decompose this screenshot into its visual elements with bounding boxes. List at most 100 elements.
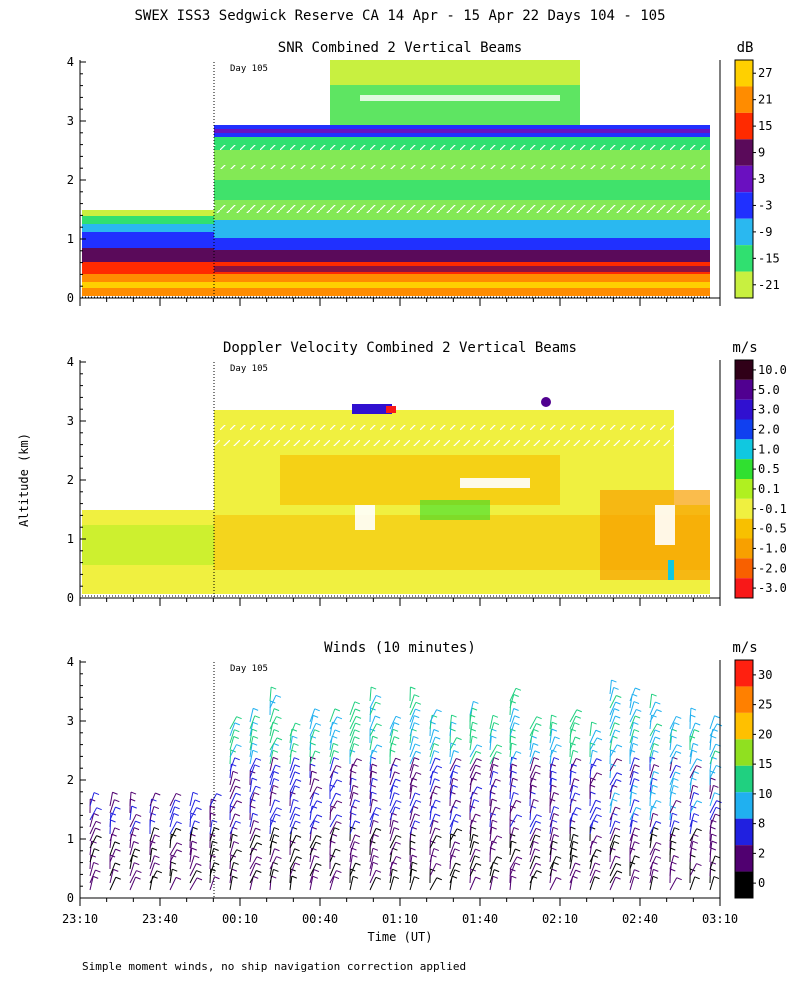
wind-barb-flag: [572, 854, 578, 858]
wind-barb: [689, 707, 692, 723]
wind-barb-flag: [194, 799, 201, 803]
wind-barb-flag: [556, 877, 562, 880]
wind-barb: [569, 736, 576, 751]
wind-barb: [429, 715, 433, 730]
wind-barb: [189, 870, 197, 884]
wind-barb-flag: [711, 840, 718, 844]
wind-barb: [509, 876, 512, 891]
wind-barb: [709, 785, 714, 800]
wind-barb: [469, 855, 476, 870]
wind-barb-flag: [253, 875, 259, 879]
wind-barb-flag: [370, 686, 377, 690]
wind-barb: [229, 757, 236, 772]
wind-barb: [529, 729, 535, 744]
wind-barb: [169, 799, 176, 814]
velocity-day-marker: Day 105: [230, 364, 268, 374]
wind-barb: [349, 716, 357, 730]
wind-barb: [89, 821, 97, 835]
wind-barb-flag: [675, 750, 682, 754]
wind-barb: [629, 764, 635, 779]
wind-barb-flag: [674, 827, 680, 831]
wind-barb-flag: [433, 750, 440, 754]
y-tick-label: 2: [67, 473, 74, 487]
wind-barb-flag: [535, 764, 541, 768]
snr-field-b: [82, 232, 214, 248]
wind-barb: [89, 862, 95, 877]
wind-barb-flag: [651, 833, 658, 837]
wind-barb-flag: [252, 707, 259, 711]
wind-barb-flag: [336, 716, 343, 720]
wind-barb-flag: [394, 792, 400, 796]
wind-barb-flag: [511, 875, 517, 879]
wind-barb: [169, 842, 178, 856]
wind-barb: [469, 799, 475, 814]
colorbar-label: -0.1: [758, 502, 787, 516]
wind-barb: [289, 862, 296, 877]
wind-barb-flag: [634, 841, 640, 845]
colorbar-label: 2.0: [758, 422, 780, 436]
wind-barb: [409, 813, 416, 828]
wind-barb: [229, 821, 237, 835]
wind-barb-flag: [616, 744, 623, 748]
winds-panel: Winds (10 minutes) Day 105: [79, 640, 723, 899]
wind-barb-flag: [232, 833, 238, 837]
wind-barb: [289, 856, 298, 870]
wind-barb: [249, 848, 253, 863]
wind-barb-flag: [654, 729, 661, 733]
wind-barb-flag: [655, 820, 662, 824]
wind-barb: [429, 827, 436, 842]
wind-barb-flag: [515, 750, 522, 754]
colorbar-swatch: [735, 660, 753, 687]
wind-barb: [409, 855, 413, 870]
wind-barb-flag: [592, 749, 598, 753]
wind-barb: [369, 855, 375, 870]
wind-barb: [329, 827, 335, 842]
wind-barb-flag: [696, 863, 702, 867]
wind-barb: [669, 800, 677, 814]
wind-barb-flag: [413, 735, 419, 739]
wind-barb: [349, 820, 356, 835]
wind-barb: [689, 813, 695, 828]
wind-barb: [509, 848, 516, 863]
wind-barb-flag: [574, 736, 581, 740]
wind-barb: [509, 715, 516, 730]
wind-barb-flag: [656, 841, 662, 845]
wind-barb-flag: [313, 778, 320, 782]
wind-barb-flag: [151, 847, 158, 851]
wind-barb-flag: [135, 813, 142, 817]
wind-barb-flag: [275, 813, 281, 817]
wind-barb: [529, 723, 537, 737]
colorbar-swatch: [735, 578, 753, 598]
wind-barb: [629, 876, 635, 891]
wind-barb-flag: [710, 777, 716, 781]
wind-barb-flag: [290, 868, 296, 872]
wind-barb-flag: [710, 861, 717, 865]
wind-barb-flag: [652, 812, 659, 816]
wind-barb: [689, 729, 695, 744]
wind-barb-flag: [433, 743, 439, 746]
wind-barb: [269, 848, 275, 863]
wind-barb-flag: [653, 764, 660, 768]
wind-barb: [289, 764, 296, 779]
wind-barb: [389, 869, 393, 884]
wind-barb-flag: [352, 875, 359, 879]
wind-barb-flag: [596, 814, 602, 818]
wind-barb-flag: [553, 834, 559, 837]
wind-barb-flag: [616, 772, 622, 776]
colorbar-label: 3: [758, 172, 765, 186]
wind-barb: [609, 820, 616, 835]
wind-barb-flag: [256, 870, 262, 873]
wind-barb: [589, 841, 593, 856]
wind-barb-flag: [656, 723, 663, 727]
wind-barb-flag: [674, 722, 680, 726]
wind-barb-flag: [172, 868, 178, 872]
wind-barb: [509, 841, 512, 856]
wind-barb-flag: [615, 876, 621, 880]
wind-barb-flag: [370, 840, 376, 844]
wind-barb: [509, 743, 513, 758]
wind-barb: [489, 799, 493, 814]
wind-barb: [309, 800, 318, 814]
wind-barb: [649, 750, 654, 765]
wind-barb: [249, 827, 256, 842]
